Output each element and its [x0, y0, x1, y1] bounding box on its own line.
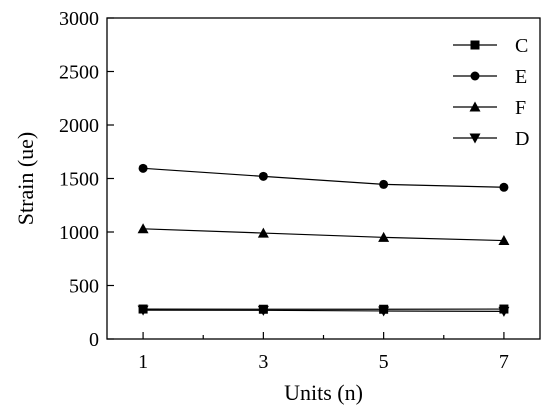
series-e: [138, 163, 509, 192]
legend-label: C: [515, 35, 528, 57]
y-tick-label: 2500: [59, 62, 99, 84]
ticks: 0 500 1000 1500 2000 2500 3000 1 3 5 7: [59, 8, 509, 373]
series-c: [138, 304, 509, 314]
legend-item-d: D: [453, 128, 529, 150]
data-point-e: [138, 163, 148, 173]
legend-marker: [470, 71, 480, 81]
data-point-f: [257, 227, 269, 238]
data-point-d: [498, 306, 510, 317]
x-axis-title: Units (n): [284, 380, 363, 405]
x-tick-label: 5: [379, 351, 389, 373]
data-point-e: [499, 182, 509, 192]
data-point-d: [257, 305, 269, 316]
y-axis-title: Strain (ue): [13, 132, 38, 225]
legend-marker: [469, 133, 481, 144]
x-tick-label: 7: [499, 351, 509, 373]
series-line-d: [143, 309, 504, 312]
y-tick-label: 2000: [59, 115, 99, 137]
data-point-d: [137, 305, 149, 316]
y-tick-label: 0: [89, 329, 99, 351]
data-point-e: [379, 179, 389, 189]
series-lines: [137, 163, 510, 317]
legend-item-f: F: [453, 97, 526, 119]
legend-item-c: C: [453, 35, 528, 57]
legend-marker: [469, 101, 481, 112]
data-point-f: [498, 235, 510, 246]
legend-marker: [470, 40, 480, 50]
data-point-d: [378, 306, 390, 317]
legend-item-e: E: [453, 66, 527, 88]
series-line-e: [143, 167, 504, 188]
data-point-f: [378, 231, 390, 242]
x-tick-label: 1: [138, 351, 148, 373]
legend-label: D: [515, 128, 529, 150]
axes: [106, 17, 541, 340]
series-d: [137, 305, 510, 317]
series-f: [137, 223, 510, 246]
y-tick-label: 1000: [59, 222, 99, 244]
y-tick-label: 3000: [59, 8, 99, 30]
data-point-f: [137, 223, 149, 234]
y-tick-label: 500: [69, 276, 99, 298]
legend-label: F: [515, 97, 526, 119]
legend-label: E: [515, 66, 527, 88]
plot-frame: [106, 17, 541, 340]
y-tick-label: 1500: [59, 169, 99, 191]
x-tick-label: 3: [258, 351, 268, 373]
data-point-e: [258, 171, 268, 181]
series-line-f: [143, 228, 504, 242]
